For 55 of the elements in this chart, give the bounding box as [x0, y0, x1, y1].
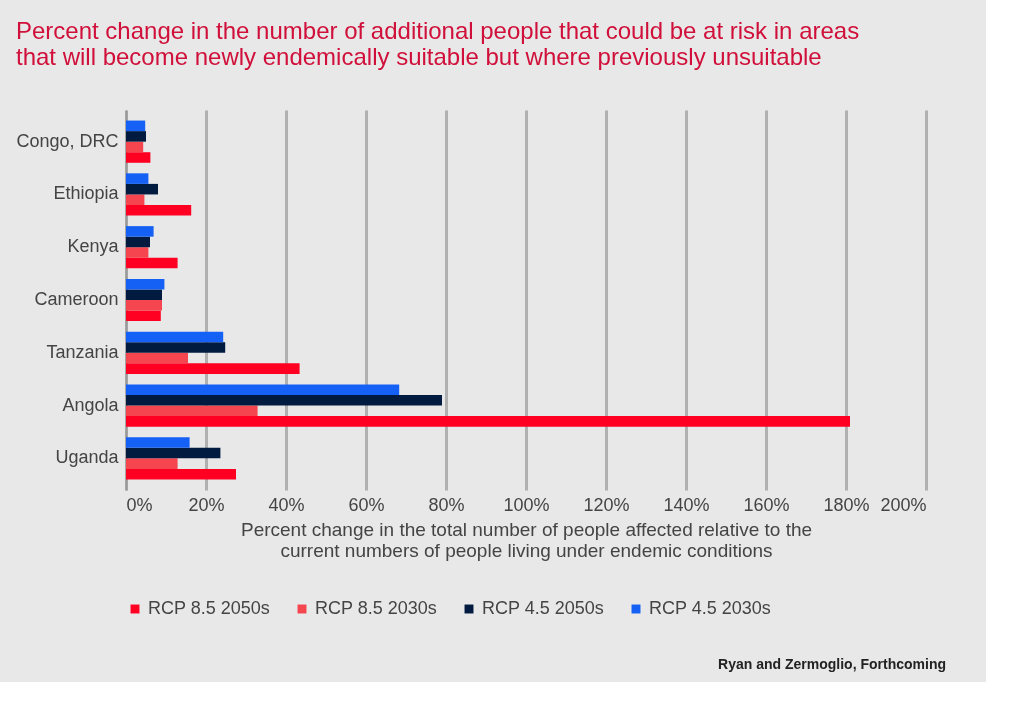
x-tick-label: 80%: [428, 494, 465, 515]
bar: [126, 342, 226, 353]
y-tick-label: Congo, DRC: [16, 130, 119, 151]
bar: [126, 468, 236, 480]
bar: [126, 447, 221, 459]
x-tick-label: 180%: [823, 494, 870, 515]
bar: [126, 152, 151, 163]
bar: [126, 352, 188, 364]
bar: [126, 289, 162, 300]
bar: [126, 141, 144, 153]
bar: [126, 384, 400, 395]
text: that will become newly endemically suitable but where previously unsuitable: [15, 43, 822, 70]
x-tick-label: 60%: [348, 494, 385, 515]
bar: [126, 183, 158, 195]
bar: [126, 247, 149, 258]
y-tick-label: Uganda: [55, 447, 120, 468]
text: current numbers of people living under endemic conditions: [280, 539, 773, 561]
x-tick-label: 140%: [663, 494, 710, 515]
x-tick-label: 120%: [583, 494, 630, 515]
bar: [126, 395, 442, 406]
legend-label: RCP 8.5 2030s: [315, 598, 437, 618]
bar: [126, 120, 146, 132]
bar: [126, 416, 850, 427]
y-tick-label: Angola: [62, 394, 120, 415]
bar: [126, 300, 162, 311]
bar: [126, 405, 258, 417]
text: Ryan and Zermoglio, Forthcoming: [718, 656, 946, 672]
legend-label: RCP 4.5 2030s: [649, 598, 771, 618]
y-tick-label: Ethiopia: [53, 183, 120, 204]
y-tick-label: Kenya: [67, 236, 120, 257]
bar: [126, 205, 192, 216]
x-tick-label: 100%: [503, 494, 550, 515]
y-tick-label: Cameroon: [34, 289, 119, 309]
x-tick-label: 40%: [268, 494, 305, 515]
bar: [126, 236, 150, 248]
x-tick-label: 160%: [743, 494, 790, 515]
bar: [126, 194, 145, 205]
bar: [126, 458, 178, 469]
bar: [126, 331, 224, 343]
text: Percent change in the total number of people affected relative to the: [240, 518, 813, 540]
bar: [126, 226, 154, 237]
bar: [126, 310, 161, 322]
bar: [126, 278, 165, 290]
y-tick-label: Tanzania: [46, 341, 120, 362]
bar: [126, 131, 146, 142]
x-tick-label: 20%: [188, 494, 225, 515]
x-tick-label: 0%: [126, 494, 153, 515]
text: Percent change in the number of additional people that could be at risk in areas: [15, 17, 860, 44]
x-tick-label: 200%: [880, 494, 927, 515]
bar: [126, 437, 190, 448]
legend-label: RCP 4.5 2050s: [482, 598, 604, 618]
bar: [126, 363, 300, 374]
bar: [126, 257, 178, 269]
legend-label: RCP 8.5 2050s: [148, 598, 270, 618]
bar: [126, 173, 149, 184]
